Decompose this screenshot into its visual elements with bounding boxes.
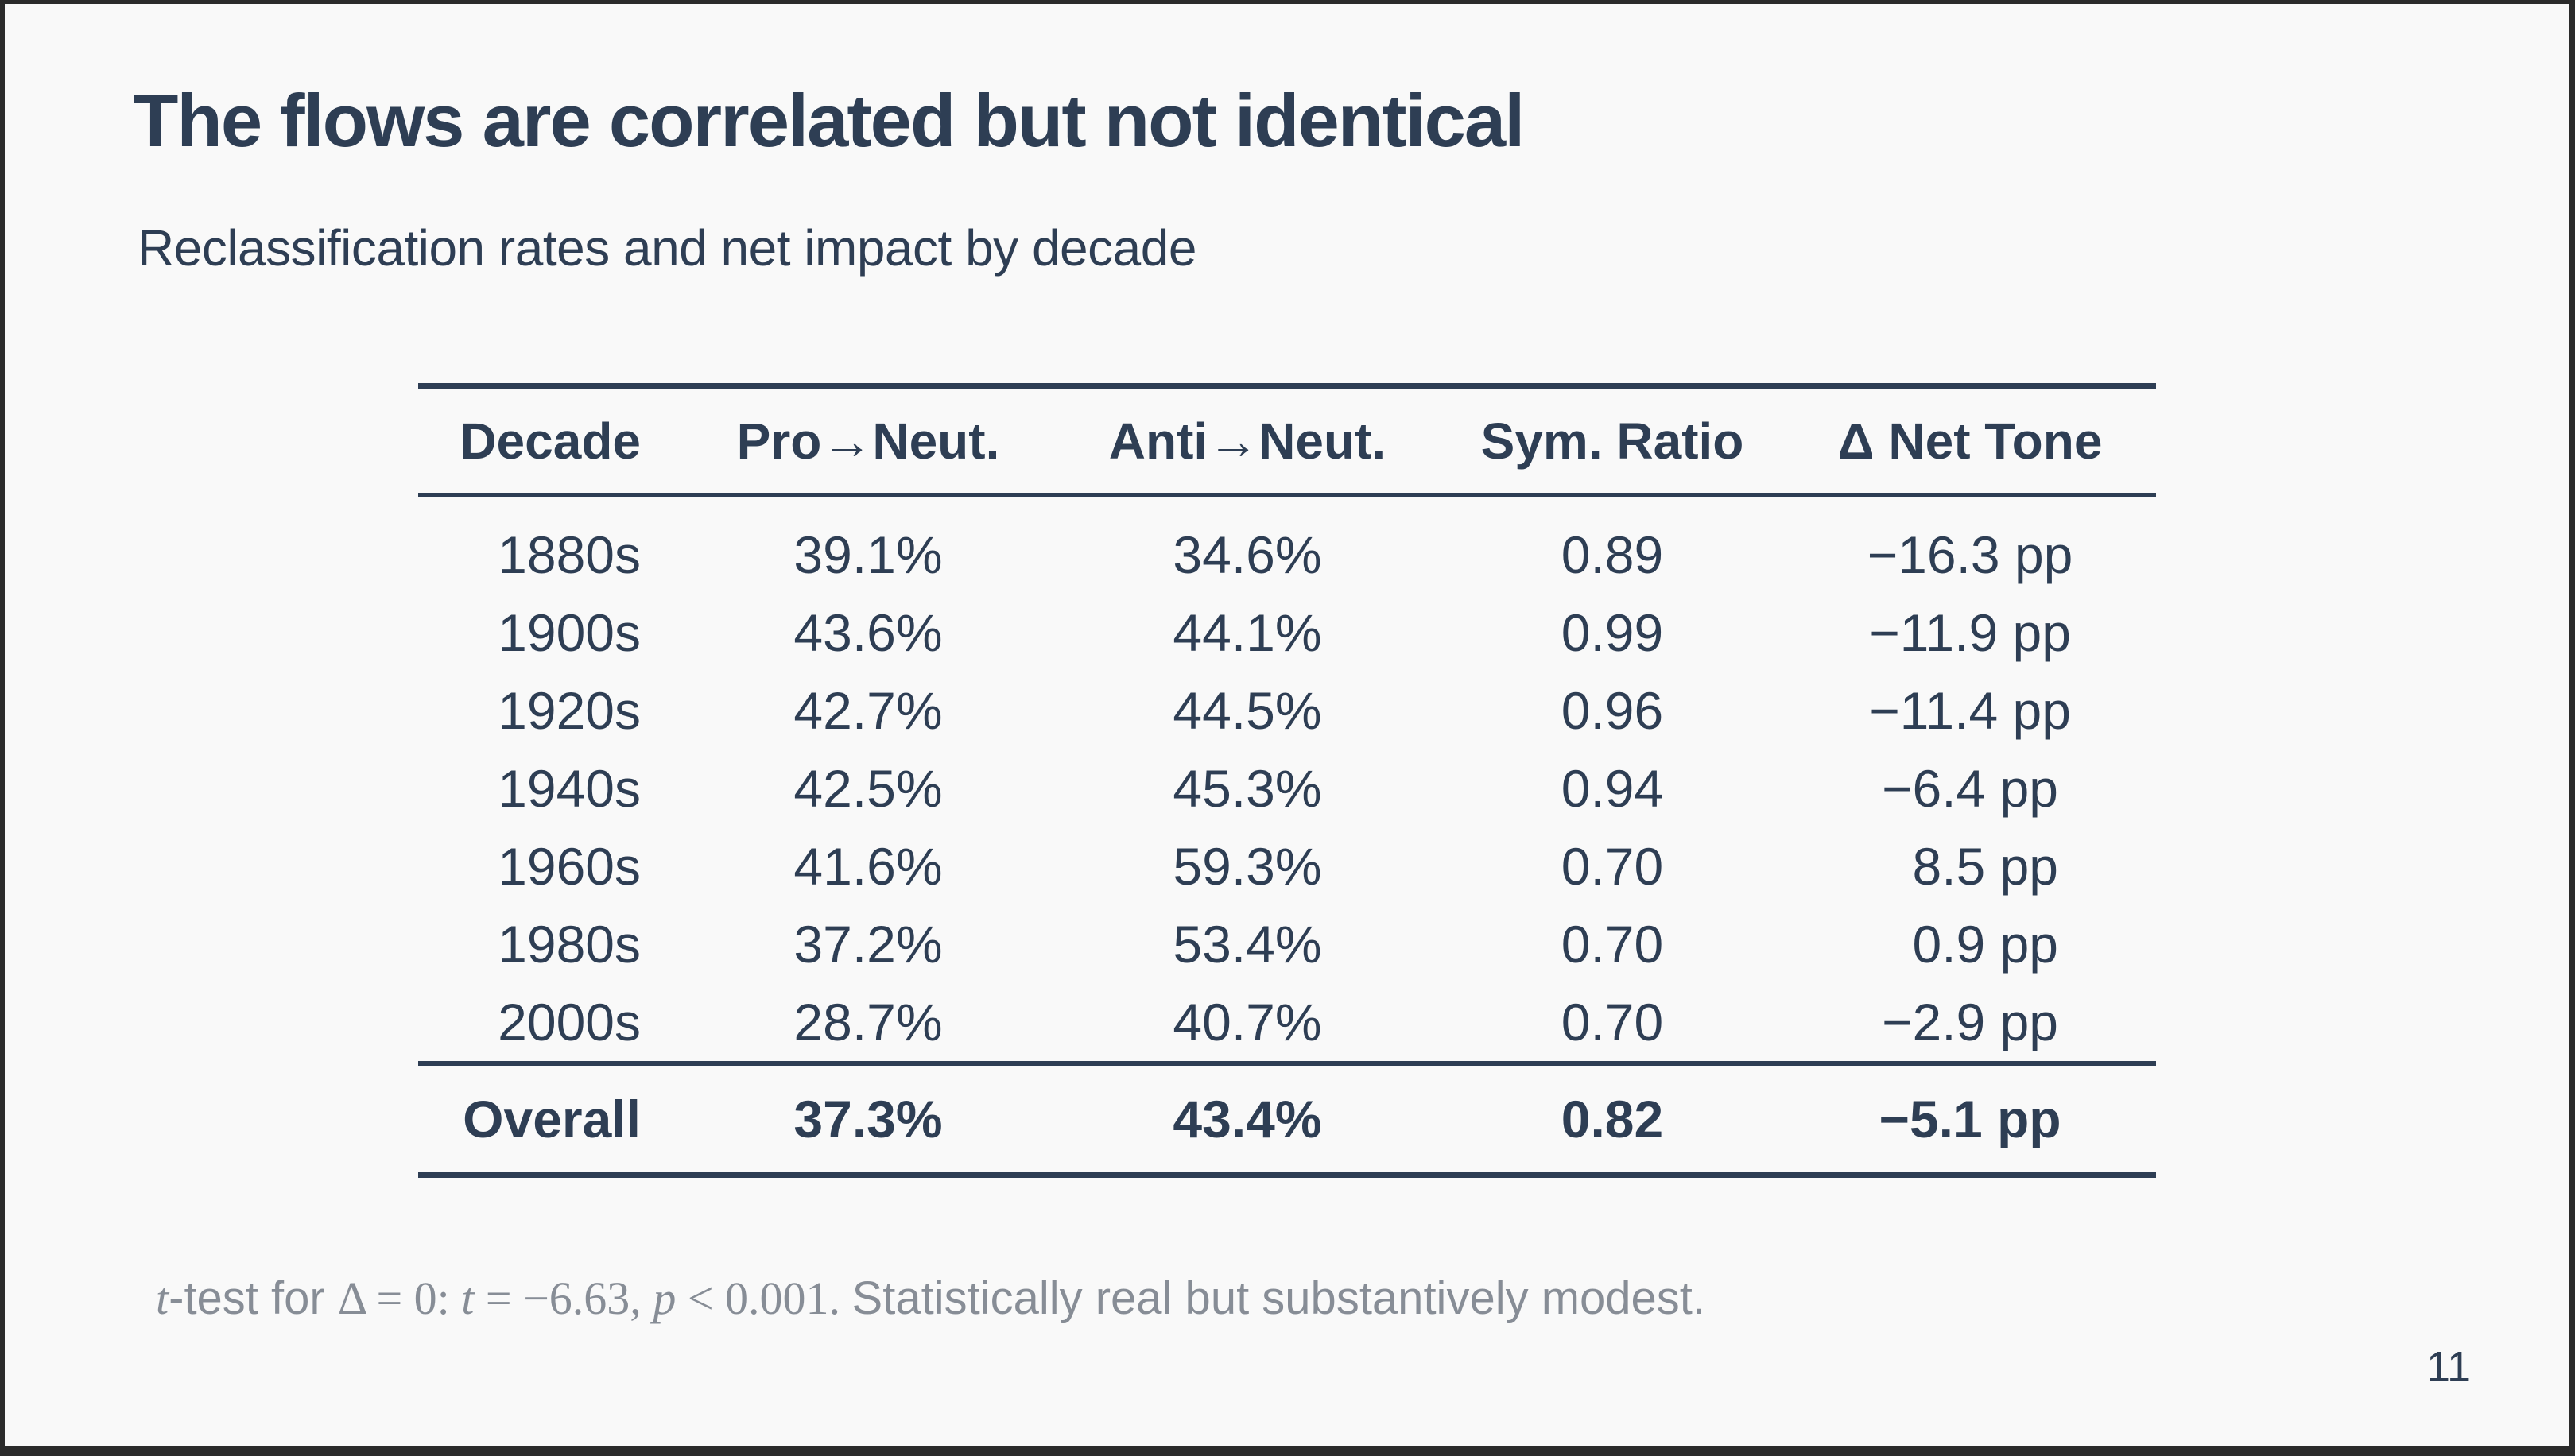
reclassification-table: Decade Pro→Neut. Anti→Neut. Sym. Ratio Δ Net… bbox=[418, 383, 2156, 1178]
footnote: t-test for Δ = 0: t = −6.63, p < 0.001. … bbox=[156, 1271, 1705, 1326]
footnote-segment: -test for bbox=[169, 1272, 338, 1324]
table-row: 1980s 37.2% 53.4% 0.70 −0.9 pp bbox=[418, 905, 2156, 983]
table-cell: −8.5 pp bbox=[1824, 827, 2156, 905]
table-cell: 42.5% bbox=[793, 759, 943, 818]
cell-value: 0.9 pp bbox=[1912, 915, 2059, 974]
table-header-row: Decade Pro→Neut. Anti→Neut. Sym. Ratio Δ Net… bbox=[418, 385, 2156, 497]
table-cell: −5.1 pp bbox=[1824, 1061, 2156, 1175]
table-cell: 2000s bbox=[498, 993, 641, 1051]
table-cell: 1880s bbox=[498, 525, 641, 584]
table-cell: Overall bbox=[418, 1061, 642, 1175]
table-cell: 41.6% bbox=[793, 837, 943, 896]
table-cell: 0.70 bbox=[1561, 915, 1664, 974]
table-overall-row: Overall 37.3% 43.4% 0.82 −5.1 pp bbox=[418, 1061, 2156, 1175]
table-cell: 28.7% bbox=[793, 993, 943, 1051]
footnote-segment: < 0.001. bbox=[676, 1272, 852, 1324]
table-cell: 37.3% bbox=[642, 1061, 1094, 1175]
table-cell: 0.89 bbox=[1561, 525, 1664, 584]
column-header: Anti→Neut. bbox=[1094, 385, 1401, 497]
slide: The flows are correlated but not identic… bbox=[5, 4, 2569, 1446]
column-header: Decade bbox=[418, 385, 642, 497]
table-cell: 0.82 bbox=[1401, 1061, 1824, 1175]
footnote-segment: Statistically real but substantively mod… bbox=[851, 1272, 1706, 1324]
table-cell: 34.6% bbox=[1173, 525, 1322, 584]
table-cell: −11.9 pp bbox=[1869, 603, 2071, 662]
slide-subtitle: Reclassification rates and net impact by… bbox=[138, 219, 1196, 277]
footnote-segment: Δ = 0: bbox=[337, 1272, 462, 1324]
table-row: 1900s 43.6% 44.1% 0.99 −11.9 pp bbox=[418, 594, 2156, 672]
table-cell: 39.1% bbox=[793, 525, 943, 584]
table-cell: 0.70 bbox=[1561, 993, 1664, 1051]
table-cell: 43.4% bbox=[1094, 1061, 1401, 1175]
cell-value: 8.5 pp bbox=[1912, 837, 2059, 896]
math-variable: p bbox=[653, 1272, 677, 1324]
slide-title: The flows are correlated but not identic… bbox=[133, 79, 1525, 162]
column-header: Δ Net Tone bbox=[1824, 385, 2156, 497]
table-cell: 1900s bbox=[498, 603, 641, 662]
table-cell: 0.96 bbox=[1561, 681, 1664, 740]
table-row: 2000s 28.7% 40.7% 0.70 −2.9 pp bbox=[418, 983, 2156, 1063]
table-cell: 37.2% bbox=[793, 915, 943, 974]
table-row: 1880s 39.1% 34.6% 0.89 −16.3 pp bbox=[418, 495, 2156, 594]
table-cell: −0.9 pp bbox=[1824, 905, 2156, 983]
table-cell: 1980s bbox=[498, 915, 641, 974]
table-cell: 44.5% bbox=[1173, 681, 1322, 740]
table-cell: 0.70 bbox=[1561, 837, 1664, 896]
table-cell: −6.4 pp bbox=[1881, 759, 2059, 818]
table-cell: 0.94 bbox=[1561, 759, 1664, 818]
page-number: 11 bbox=[2426, 1343, 2472, 1391]
column-header: Sym. Ratio bbox=[1401, 385, 1824, 497]
math-variable: t bbox=[156, 1272, 169, 1324]
table-row: 1960s 41.6% 59.3% 0.70 −8.5 pp bbox=[418, 827, 2156, 905]
table-cell: 53.4% bbox=[1173, 915, 1322, 974]
table-cell: 1920s bbox=[498, 681, 641, 740]
math-variable: t bbox=[461, 1272, 475, 1324]
table-cell: −16.3 pp bbox=[1867, 525, 2073, 584]
table-body: 1880s 39.1% 34.6% 0.89 −16.3 pp 1900s 43.6% 44.… bbox=[418, 495, 2156, 1064]
reclassification-table-wrap: Decade Pro→Neut. Anti→Neut. Sym. Ratio Δ Net… bbox=[418, 383, 2156, 1178]
table-row: 1920s 42.7% 44.5% 0.96 −11.4 pp bbox=[418, 672, 2156, 749]
footnote-segment: = −6.63, bbox=[474, 1272, 653, 1324]
table-cell: 43.6% bbox=[793, 603, 943, 662]
table-cell: 40.7% bbox=[1173, 993, 1322, 1051]
table-cell: 0.99 bbox=[1561, 603, 1664, 662]
table-cell: 1940s bbox=[498, 759, 641, 818]
table-cell: 59.3% bbox=[1173, 837, 1322, 896]
table-cell: −2.9 pp bbox=[1881, 993, 2059, 1051]
table-cell: 1960s bbox=[498, 837, 641, 896]
table-cell: −11.4 pp bbox=[1869, 681, 2071, 740]
table-cell: 44.1% bbox=[1173, 603, 1322, 662]
table-cell: 42.7% bbox=[793, 681, 943, 740]
table-row: 1940s 42.5% 45.3% 0.94 −6.4 pp bbox=[418, 749, 2156, 827]
table-cell: 45.3% bbox=[1173, 759, 1322, 818]
column-header: Pro→Neut. bbox=[642, 385, 1094, 497]
